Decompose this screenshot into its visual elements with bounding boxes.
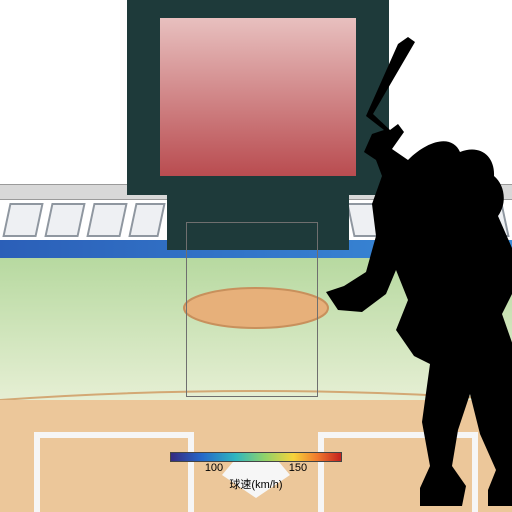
- speed-legend-bar: [170, 452, 342, 462]
- speed-legend: 100 150 球速(km/h): [170, 452, 342, 492]
- batter-silhouette: [280, 34, 512, 512]
- legend-tick: 100: [205, 462, 223, 474]
- speed-legend-label: 球速(km/h): [170, 476, 342, 492]
- pitch-scene: 100 150 球速(km/h): [0, 0, 512, 512]
- legend-tick: 150: [289, 462, 307, 474]
- speed-legend-ticks: 100 150: [170, 462, 342, 474]
